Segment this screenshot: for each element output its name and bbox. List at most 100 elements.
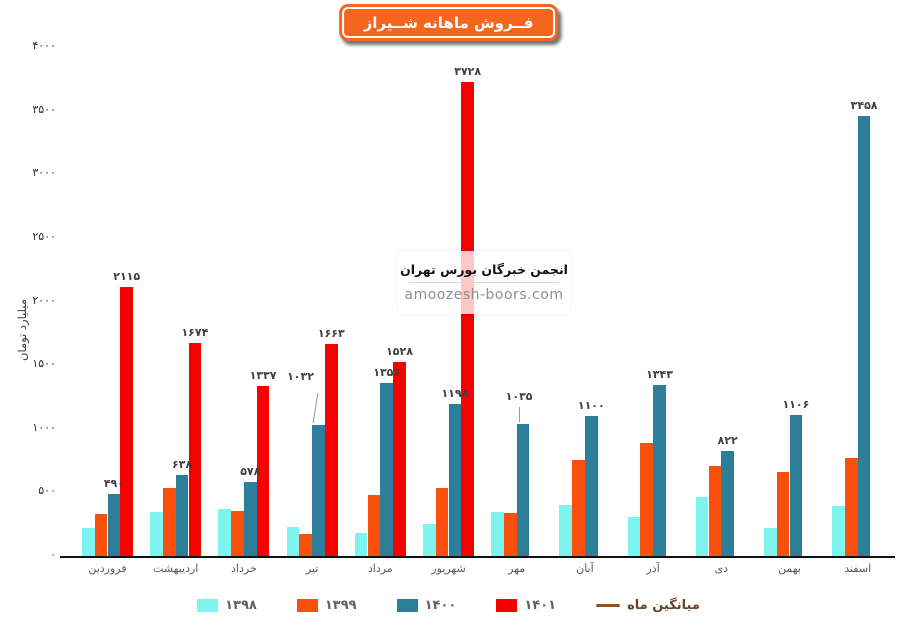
bar-value-label: ۱۳۵۶ [373,366,401,380]
bar-1401-month-5 [393,361,406,556]
bar-value-label: ۱۶۶۳ [317,327,345,341]
month-label: خرداد [231,562,257,575]
bar-1398-month-6 [422,524,436,556]
month-label: مهر [508,562,526,575]
bar-value-label: ۸۲۲ [717,434,738,448]
watermark-org-name: انجمن خبرگان بورس تهران [400,262,568,277]
bar-1401-month-6 [461,81,475,556]
legend-label: ۱۴۰۰ [424,597,457,613]
legend-label: میانگین ماه [627,597,700,613]
bar-1400-month-10 [721,451,735,556]
bar-value-label: ۶۳۸ [172,457,193,471]
bar-1400-month-5 [380,383,394,556]
x-axis-line [60,556,895,558]
bar-1400-month-8 [584,416,598,556]
legend-label: ۱۳۹۹ [324,597,357,613]
watermark-divider [409,282,559,283]
legend-label: ۱۳۹۸ [225,597,257,613]
month-label: اردیبهشت [153,562,199,575]
y-axis-title: میلیارد تومان [15,299,29,361]
month-label: مرداد [367,562,393,575]
bar-value-label: ۱۳۴۳ [646,368,673,382]
legend-swatch-icon [496,598,518,612]
bar-1399-month-6 [435,487,449,556]
label-leader-line [312,392,318,423]
legend-swatch-icon [296,598,318,612]
y-tick-label: ۲۵۰۰ [32,229,56,243]
legend-label: ۱۴۰۱ [524,597,557,613]
bar-1398-month-1 [81,528,95,556]
bar-1399-month-3 [231,510,244,556]
bar-value-label: ۱۱۰۶ [782,398,810,412]
legend-item: ۱۴۰۰ [396,597,457,613]
chart-title: فــروش ماهانه شــیراز [363,14,534,32]
y-tick-label: ۴۰۰۰ [32,39,56,52]
month-label: دی [714,562,729,575]
bar-value-label: ۳۴۵۸ [850,98,878,112]
watermark: انجمن خبرگان بورس تهران amoozesh-boors.c… [398,251,570,314]
plot-area: ۴۹۰ ۶۳۸ ۵۷۸ ۱۰۳۲ ۱۳۵۶ ۱۱۹۸ ۱۰۳۵ ۱۱۰۰ ۱۳۴۳ ۸۲۲ ۱۱۰۶… [60,47,895,558]
bar-1399-month-12 [844,458,858,556]
legend-item: ۱۴۰۱ [496,598,556,613]
bar-value-label: ۵۷۸ [240,465,261,479]
bar-value-label: ۳۷۲۸ [454,64,482,78]
legend-item: ۱۳۹۸ [197,598,257,613]
legend-line-icon [596,603,621,607]
bar-1398-month-2 [150,512,163,556]
legend-swatch-icon [197,598,219,612]
month-label: اسفند [844,562,872,575]
y-tick-label: ۱۵۰۰ [32,357,56,371]
bar-1401-month-1 [120,286,134,556]
bar-1398-month-5 [354,533,368,556]
month-label: فروردین [88,562,127,575]
bar-value-label: ۲۱۱۵ [113,269,141,283]
bar-1399-month-4 [299,534,313,556]
bar-value-label: ۱۱۰۰ [577,399,605,413]
month-label: شهریور [431,562,466,575]
bar-1400-month-11 [789,415,803,556]
bar-1400-month-9 [653,385,666,556]
bar-1398-month-11 [763,528,777,556]
label-leader-line [519,407,521,423]
bar-1401-month-4 [324,344,338,556]
month-label: آذر [646,562,660,575]
month-label: تیر [305,562,319,575]
bar-1400-month-12 [857,115,871,556]
bar-1399-month-7 [503,512,517,556]
bar-1400-month-7 [516,424,530,556]
bar-value-label: ۱۵۲۸ [386,344,413,358]
legend: ۱۳۹۸ ۱۳۹۹ ۱۴۰۰ ۱۴۰۱ میانگین ماه [0,590,897,620]
bar-1398-month-12 [832,505,845,556]
bar-1398-month-9 [627,517,641,556]
y-tick-label: ۳۵۰۰ [32,102,56,116]
bar-value-label: ۱۰۳۵ [505,390,533,404]
bar-value-label: ۴۹۰ [103,476,124,490]
bar-1400-month-2 [175,474,189,556]
month-label: بهمن [778,562,801,575]
bar-1399-month-2 [162,487,176,556]
y-tick-label: ۲۰۰۰ [32,293,56,307]
chart-title-border: فــروش ماهانه شــیراز [341,7,556,38]
y-tick-label: ۳۰۰۰ [32,166,56,180]
bar-1398-month-7 [491,512,504,556]
bar-1400-month-4 [312,424,325,556]
bar-1401-month-2 [188,342,202,556]
bar-1399-month-10 [708,466,722,556]
watermark-site-url: amoozesh-boors.com [404,287,564,303]
chart-title-box: فــروش ماهانه شــیراز [338,4,559,41]
legend-swatch-icon [396,598,418,612]
bar-1398-month-3 [218,508,232,556]
bar-1399-month-9 [640,442,654,556]
bar-1400-month-1 [107,493,121,556]
bar-value-label: ۱۱۹۸ [441,386,469,400]
y-tick-label: ۰ [50,548,56,561]
bar-value-label: ۱۳۳۷ [249,368,277,382]
bar-1399-month-8 [572,459,585,556]
y-tick-label: ۵۰۰ [38,484,56,498]
legend-item: ۱۳۹۹ [296,597,357,613]
bar-1401-month-3 [256,385,270,556]
bar-1399-month-1 [94,514,108,556]
bar-1398-month-4 [286,527,300,556]
bar-1400-month-6 [448,403,462,556]
month-label: آبان [576,562,594,575]
